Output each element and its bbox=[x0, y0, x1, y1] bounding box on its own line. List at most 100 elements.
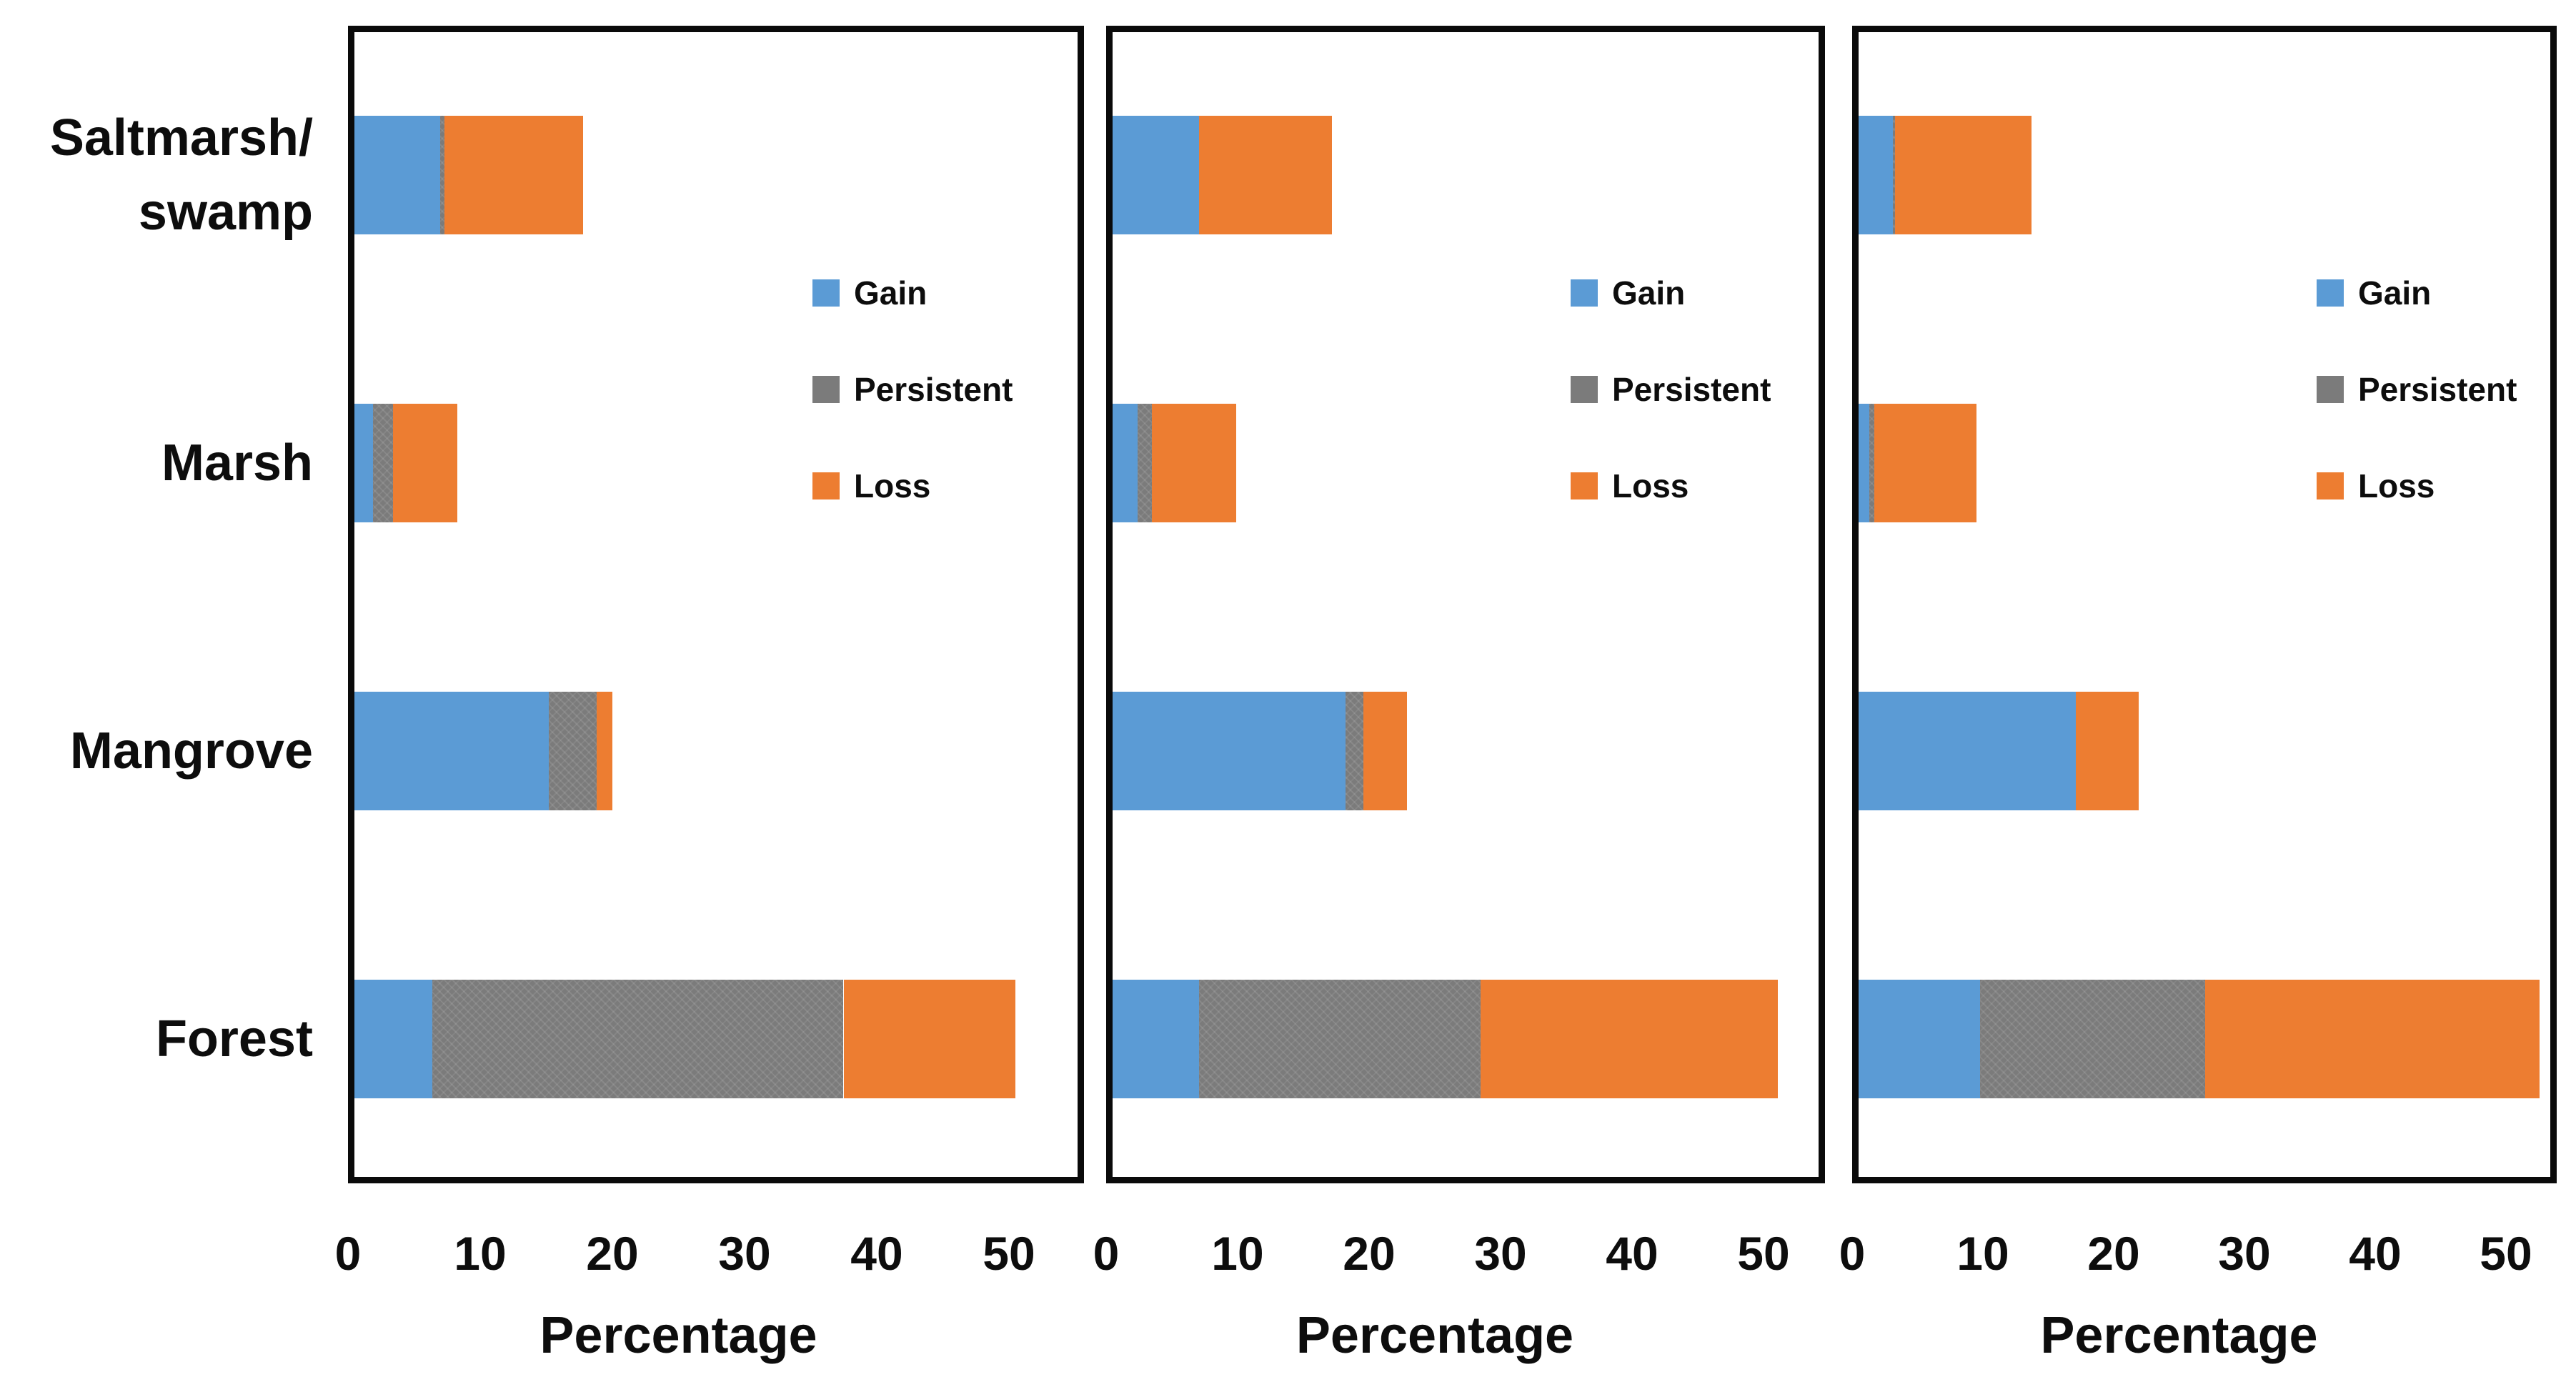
x-tick-label-middle-50: 50 bbox=[1737, 1227, 1790, 1280]
bar-segment-gain-marsh bbox=[1859, 404, 1869, 522]
chart-panel-middle: Gain Persistent Loss bbox=[1106, 26, 1825, 1183]
bar-segment-persistent-saltmarsh-swamp bbox=[440, 116, 444, 234]
bar-saltmarsh-swamp bbox=[354, 116, 1078, 234]
bar-segment-gain-mangrove bbox=[354, 692, 549, 810]
category-label-mangrove: Mangrove bbox=[0, 714, 323, 788]
category-label-saltmarsh-swamp: Saltmarsh/swamp bbox=[0, 101, 323, 249]
legend-item-gain: Gain bbox=[1571, 273, 1685, 313]
legend-swatch-persistent-icon bbox=[2317, 376, 2344, 403]
category-label-line: Mangrove bbox=[69, 722, 313, 780]
legend-swatch-loss-icon bbox=[812, 472, 840, 499]
x-axis-title-right: Percentage bbox=[2040, 1307, 2318, 1364]
legend-label: Persistent bbox=[1612, 371, 1771, 408]
legend-swatch-persistent-icon bbox=[1571, 376, 1598, 403]
bar-segment-persistent-forest bbox=[432, 980, 844, 1098]
legend-item-gain: Gain bbox=[2317, 273, 2431, 313]
bar-segment-gain-marsh bbox=[1113, 404, 1138, 522]
bar-segment-loss-marsh bbox=[392, 404, 458, 522]
category-label-line: Saltmarsh/ bbox=[49, 109, 313, 166]
legend-label: Loss bbox=[2358, 467, 2435, 504]
bar-segment-persistent-marsh bbox=[1137, 404, 1153, 522]
category-label-line: swamp bbox=[138, 184, 313, 241]
bar-segment-loss-marsh bbox=[1152, 404, 1236, 522]
x-tick-label-right-10: 10 bbox=[1956, 1227, 2009, 1280]
bar-segment-gain-marsh bbox=[354, 404, 373, 522]
legend-swatch-loss-icon bbox=[1571, 472, 1598, 499]
legend-item-persistent: Persistent bbox=[812, 369, 1013, 409]
legend-swatch-gain-icon bbox=[1571, 279, 1598, 307]
legend-swatch-gain-icon bbox=[2317, 279, 2344, 307]
x-tick-label-left-0: 0 bbox=[334, 1227, 362, 1280]
bar-segment-loss-saltmarsh-swamp bbox=[1199, 116, 1333, 234]
bar-segment-persistent-mangrove bbox=[548, 692, 597, 810]
bar-segment-loss-marsh bbox=[1874, 404, 1976, 522]
bar-segment-loss-forest bbox=[2204, 980, 2540, 1098]
legend-label: Loss bbox=[1612, 467, 1689, 504]
bar-mangrove bbox=[1859, 692, 2550, 810]
legend-swatch-loss-icon bbox=[2317, 472, 2344, 499]
x-tick-label-right-20: 20 bbox=[2087, 1227, 2140, 1280]
category-label-marsh: Marsh bbox=[0, 426, 323, 500]
x-tick-label-left-50: 50 bbox=[983, 1227, 1035, 1280]
x-axis-title-left: Percentage bbox=[539, 1307, 817, 1364]
bar-segment-loss-forest bbox=[1481, 980, 1779, 1098]
bar-saltmarsh-swamp bbox=[1113, 116, 1819, 234]
legend-item-persistent: Persistent bbox=[2317, 369, 2517, 409]
legend-item-loss: Loss bbox=[2317, 466, 2435, 506]
x-tick-label-right-40: 40 bbox=[2349, 1227, 2402, 1280]
bar-saltmarsh-swamp bbox=[1859, 116, 2550, 234]
legend-label: Gain bbox=[2358, 274, 2432, 312]
x-tick-label-middle-0: 0 bbox=[1093, 1227, 1120, 1280]
bar-segment-gain-forest bbox=[1859, 980, 1981, 1098]
x-tick-label-middle-30: 30 bbox=[1474, 1227, 1527, 1280]
bar-marsh bbox=[1859, 404, 2550, 522]
bar-segment-persistent-mangrove bbox=[1345, 692, 1364, 810]
bar-marsh bbox=[354, 404, 1078, 522]
x-tick-label-left-30: 30 bbox=[718, 1227, 771, 1280]
legend-item-gain: Gain bbox=[812, 273, 927, 313]
legend-item-persistent: Persistent bbox=[1571, 369, 1771, 409]
bar-segment-persistent-saltmarsh-swamp bbox=[1892, 116, 1896, 234]
bar-forest bbox=[1859, 980, 2550, 1098]
x-tick-label-left-40: 40 bbox=[850, 1227, 903, 1280]
bar-segment-gain-saltmarsh-swamp bbox=[1859, 116, 1893, 234]
legend-item-loss: Loss bbox=[812, 466, 930, 506]
bar-mangrove bbox=[354, 692, 1078, 810]
bar-forest bbox=[1113, 980, 1819, 1098]
legend-label: Gain bbox=[854, 274, 928, 312]
bar-segment-gain-saltmarsh-swamp bbox=[354, 116, 441, 234]
legend-label: Persistent bbox=[2358, 371, 2517, 408]
x-tick-label-left-20: 20 bbox=[586, 1227, 639, 1280]
legend-swatch-persistent-icon bbox=[812, 376, 840, 403]
x-tick-label-middle-10: 10 bbox=[1211, 1227, 1264, 1280]
bar-segment-loss-saltmarsh-swamp bbox=[1895, 116, 2032, 234]
x-tick-label-middle-40: 40 bbox=[1606, 1227, 1659, 1280]
bar-segment-gain-saltmarsh-swamp bbox=[1113, 116, 1200, 234]
bar-segment-persistent-forest bbox=[1980, 980, 2205, 1098]
bar-segment-loss-saltmarsh-swamp bbox=[444, 116, 584, 234]
x-tick-label-right-30: 30 bbox=[2218, 1227, 2271, 1280]
legend-label: Gain bbox=[1612, 274, 1686, 312]
bar-segment-gain-forest bbox=[1113, 980, 1200, 1098]
legend-swatch-gain-icon bbox=[812, 279, 840, 307]
bar-segment-persistent-marsh bbox=[1869, 404, 1874, 522]
bar-segment-gain-forest bbox=[354, 980, 433, 1098]
x-tick-label-right-0: 0 bbox=[1839, 1227, 1866, 1280]
x-axis-title-middle: Percentage bbox=[1296, 1307, 1574, 1364]
x-tick-label-right-50: 50 bbox=[2480, 1227, 2532, 1280]
bar-segment-loss-mangrove bbox=[596, 692, 612, 810]
x-tick-label-middle-20: 20 bbox=[1343, 1227, 1396, 1280]
category-label-line: Forest bbox=[155, 1010, 313, 1068]
legend-label: Persistent bbox=[854, 371, 1013, 408]
bar-segment-gain-mangrove bbox=[1859, 692, 2076, 810]
legend-label: Loss bbox=[854, 467, 931, 504]
bar-marsh bbox=[1113, 404, 1819, 522]
bar-segment-persistent-marsh bbox=[372, 404, 393, 522]
chart-panel-right: Gain Persistent Loss bbox=[1852, 26, 2557, 1183]
bar-segment-loss-mangrove bbox=[2075, 692, 2139, 810]
bar-segment-loss-forest bbox=[843, 980, 1015, 1098]
bar-segment-persistent-forest bbox=[1199, 980, 1481, 1098]
category-label-forest: Forest bbox=[0, 1002, 323, 1076]
x-tick-label-left-10: 10 bbox=[454, 1227, 507, 1280]
